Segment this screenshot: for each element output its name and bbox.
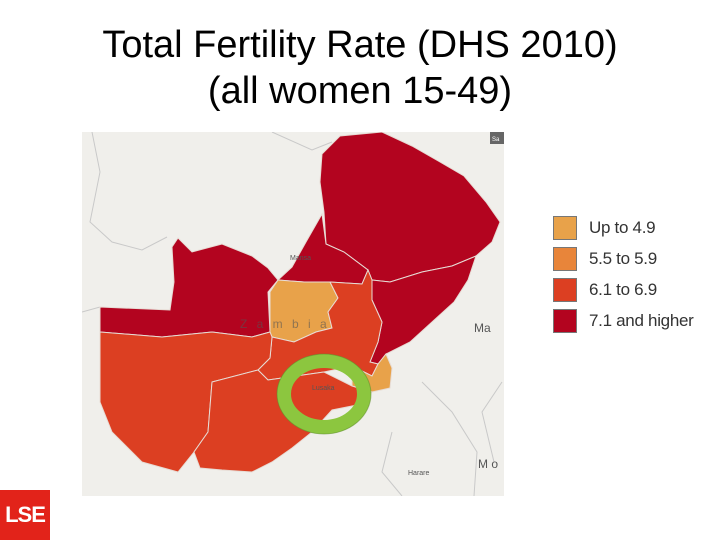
map-canvas: Mansa Lusaka Harare Z a m b i a Ma M o S… [82, 132, 504, 496]
legend-swatch [553, 308, 577, 333]
map-corner-badge-text: Sa [492, 137, 500, 143]
legend-item: 6.1 to 6.9 [553, 274, 713, 305]
border-line [89, 132, 168, 251]
border-line [271, 132, 333, 151]
legend-label: 7.1 and higher [589, 310, 694, 330]
label-lusaka: Lusaka [312, 385, 335, 392]
title-line-2: (all women 15-49) [207, 70, 513, 112]
legend-label: Up to 4.9 [589, 217, 656, 237]
legend-swatch [553, 246, 577, 271]
label-country: Z a m b i a [240, 317, 330, 331]
lse-logo: LSE [0, 490, 50, 540]
label-mozambique: M o [478, 457, 498, 471]
legend-label: 6.1 to 6.9 [589, 279, 657, 299]
legend-item: Up to 4.9 [553, 212, 713, 243]
legend-swatch [553, 277, 577, 302]
lusaka-highlight-outline [276, 353, 372, 435]
fertility-map: Mansa Lusaka Harare Z a m b i a Ma M o S… [82, 132, 504, 496]
label-harare: Harare [408, 470, 430, 477]
map-legend: Up to 4.9 5.5 to 5.9 6.1 to 6.9 7.1 and … [553, 212, 713, 336]
label-malawi: Ma [474, 321, 491, 335]
legend-item: 5.5 to 5.9 [553, 243, 713, 274]
title-line-1: Total Fertility Rate (DHS 2010) [102, 24, 618, 66]
label-mansa: Mansa [290, 255, 311, 262]
border-line [82, 306, 101, 313]
border-line [381, 431, 403, 496]
map-corner-badge[interactable] [490, 132, 504, 144]
legend-label: 5.5 to 5.9 [589, 248, 657, 268]
border-line [421, 381, 478, 496]
border-line [481, 381, 503, 463]
legend-item: 7.1 and higher [553, 305, 713, 336]
lusaka-highlight-ring [277, 354, 371, 434]
slide-title: Total Fertility Rate (DHS 2010) (all wom… [0, 22, 720, 114]
legend-swatch [553, 215, 577, 240]
lse-logo-text: LSE [5, 502, 46, 527]
